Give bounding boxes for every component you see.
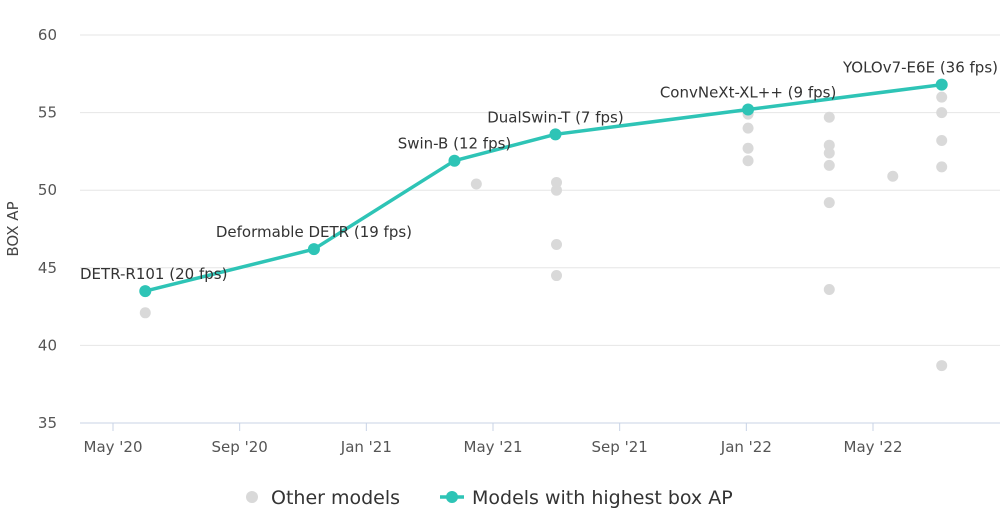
other-model-point[interactable]: [887, 170, 899, 182]
y-tick-label: 55: [38, 104, 57, 122]
other-model-point[interactable]: [742, 155, 754, 167]
other-model-point[interactable]: [823, 284, 835, 296]
other-model-point[interactable]: [823, 197, 835, 209]
x-tick-label: Sep '20: [212, 438, 268, 456]
best-model-label: Swin-B (12 fps): [398, 135, 512, 153]
best-ap-line: [144, 82, 942, 293]
other-model-point[interactable]: [742, 122, 754, 134]
other-model-point[interactable]: [823, 159, 835, 171]
other-model-point[interactable]: [936, 91, 948, 103]
other-model-point[interactable]: [823, 147, 835, 159]
other-model-point[interactable]: [139, 307, 151, 319]
y-axis-title: BOX AP: [4, 201, 22, 256]
x-tick-label: Jan '22: [720, 438, 772, 456]
x-tick-label: May '22: [844, 438, 903, 456]
legend-best-label[interactable]: Models with highest box AP: [472, 487, 733, 509]
best-model-point[interactable]: [742, 103, 755, 116]
legend-best-marker[interactable]: [446, 491, 458, 503]
x-tick-label: Sep '21: [592, 438, 648, 456]
best-model-label: DETR-R101 (20 fps): [80, 265, 227, 283]
other-model-point[interactable]: [742, 142, 754, 154]
other-model-point[interactable]: [551, 270, 563, 282]
y-tick-label: 40: [38, 336, 57, 354]
y-tick-label: 60: [38, 26, 57, 44]
best-model-point[interactable]: [307, 243, 320, 256]
best-model-point[interactable]: [139, 285, 152, 298]
best-model-label: DualSwin-T (7 fps): [487, 108, 623, 126]
other-model-point[interactable]: [470, 178, 482, 190]
other-model-point[interactable]: [823, 139, 835, 151]
y-tick-label: 45: [38, 259, 57, 277]
best-model-point[interactable]: [448, 154, 461, 167]
legend-other-label[interactable]: Other models: [271, 487, 400, 509]
other-model-point[interactable]: [936, 360, 948, 372]
other-model-point[interactable]: [936, 135, 948, 147]
best-model-point[interactable]: [549, 128, 562, 141]
x-tick-label: May '20: [84, 438, 143, 456]
legend-other-marker[interactable]: [246, 491, 258, 503]
other-model-point[interactable]: [936, 161, 948, 173]
best-model-label: ConvNeXt-XL++ (9 fps): [660, 83, 836, 101]
best-model-label: YOLOv7-E6E (36 fps): [842, 59, 998, 77]
other-model-point[interactable]: [551, 239, 563, 251]
other-model-point[interactable]: [551, 184, 563, 196]
best-model-point[interactable]: [935, 78, 948, 91]
other-model-point[interactable]: [551, 176, 563, 188]
y-tick-label: 50: [38, 181, 57, 199]
y-tick-label: 35: [38, 414, 57, 432]
best-model-label: Deformable DETR (19 fps): [216, 223, 412, 241]
other-model-point[interactable]: [936, 107, 948, 119]
other-model-point[interactable]: [823, 111, 835, 123]
x-tick-label: Jan '21: [340, 438, 392, 456]
x-tick-label: May '21: [464, 438, 523, 456]
